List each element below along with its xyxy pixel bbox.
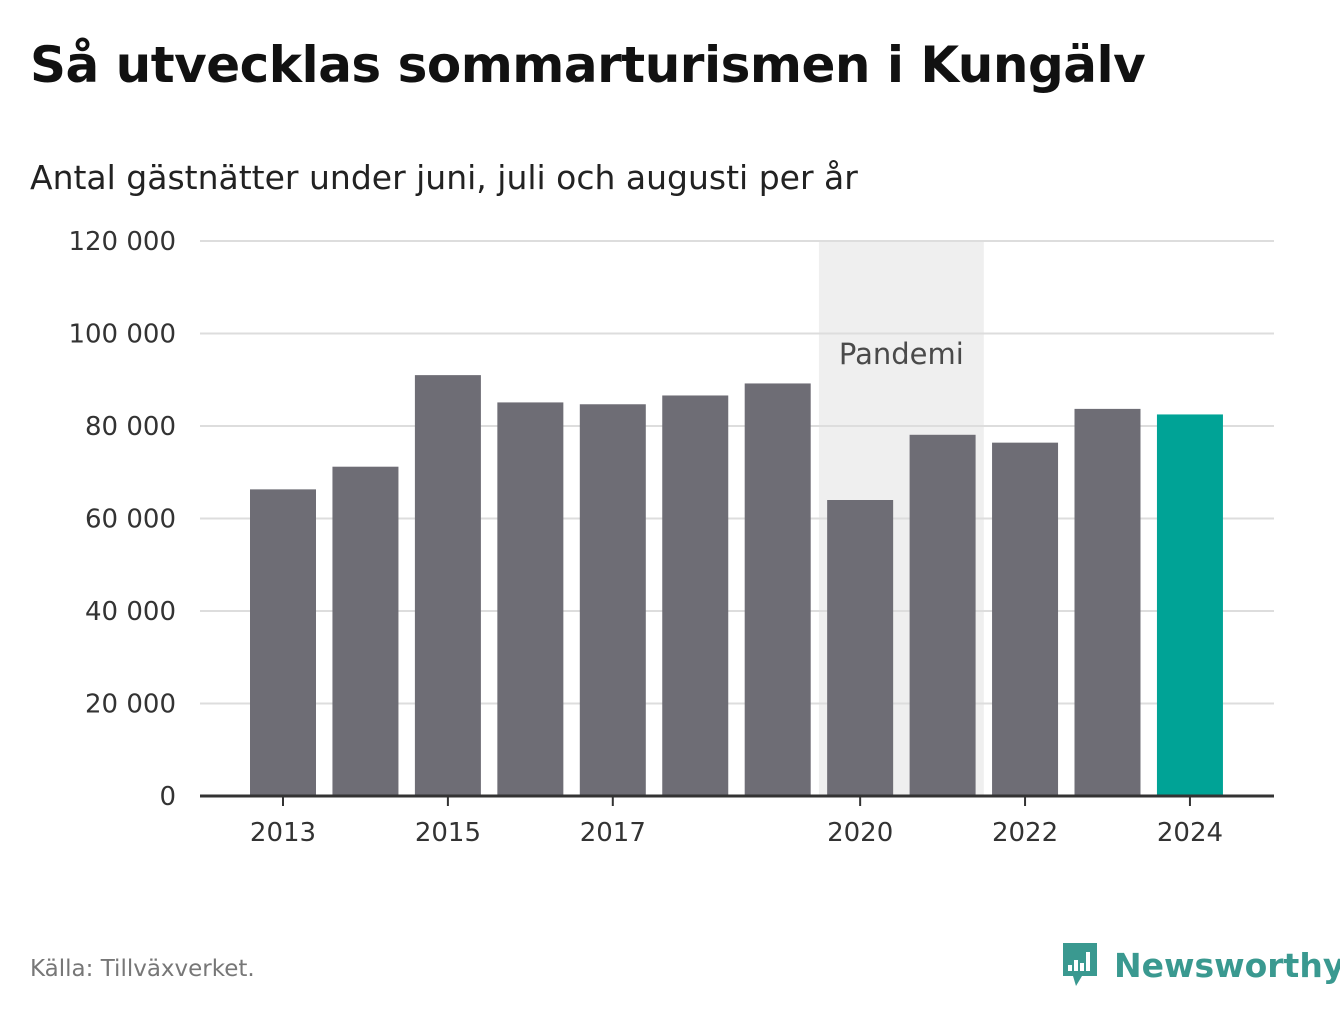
bar-2016 bbox=[497, 402, 564, 796]
bar-2019 bbox=[744, 383, 811, 796]
bar-2018 bbox=[662, 395, 729, 796]
y-tick-label: 40 000 bbox=[85, 597, 176, 627]
x-tick-label: 2024 bbox=[1157, 818, 1223, 848]
bar-highlight-2024 bbox=[1156, 414, 1223, 796]
y-tick-label: 120 000 bbox=[68, 227, 176, 257]
bars bbox=[250, 375, 1223, 796]
bar-chart: Pandemi 0 20 000 40 000 60 000 80 000 100 000… bbox=[68, 227, 1274, 848]
y-tick-label: 80 000 bbox=[85, 412, 176, 442]
bar-2015 bbox=[414, 375, 481, 796]
bar-2022 bbox=[992, 442, 1059, 796]
y-tick-label: 100 000 bbox=[68, 320, 176, 350]
brand-logo[interactable]: Newsworthy bbox=[1060, 940, 1340, 990]
bar-2017 bbox=[579, 404, 646, 796]
x-tick-label: 2015 bbox=[415, 818, 481, 848]
x-axis-labels: 2013 2015 2017 2020 2022 2024 bbox=[250, 818, 1223, 848]
brand-name: Newsworthy bbox=[1114, 945, 1340, 985]
pandemic-band-label: Pandemi bbox=[839, 337, 964, 371]
newsworthy-logo-icon bbox=[1063, 943, 1097, 986]
y-tick-label: 20 000 bbox=[85, 690, 176, 720]
y-tick-label: 0 bbox=[159, 782, 176, 812]
x-axis bbox=[200, 794, 1274, 806]
bar-2020 bbox=[827, 500, 894, 796]
bar-2021 bbox=[909, 434, 976, 796]
x-tick-label: 2017 bbox=[580, 818, 646, 848]
bar-2013 bbox=[250, 489, 316, 796]
x-tick-label: 2020 bbox=[827, 818, 893, 848]
bar-2014 bbox=[332, 466, 399, 796]
y-axis-labels: 0 20 000 40 000 60 000 80 000 100 000 120 000 bbox=[68, 227, 176, 812]
x-tick-label: 2022 bbox=[992, 818, 1058, 848]
chart-subtitle: Antal gästnätter under juni, juli och au… bbox=[30, 158, 858, 197]
x-tick-label: 2013 bbox=[250, 818, 316, 848]
chart-title: Så utvecklas sommarturismen i Kungälv bbox=[30, 36, 1146, 94]
source-note: Källa: Tillväxverket. bbox=[30, 956, 255, 982]
y-tick-label: 60 000 bbox=[85, 505, 176, 535]
bar-2023 bbox=[1074, 408, 1141, 796]
